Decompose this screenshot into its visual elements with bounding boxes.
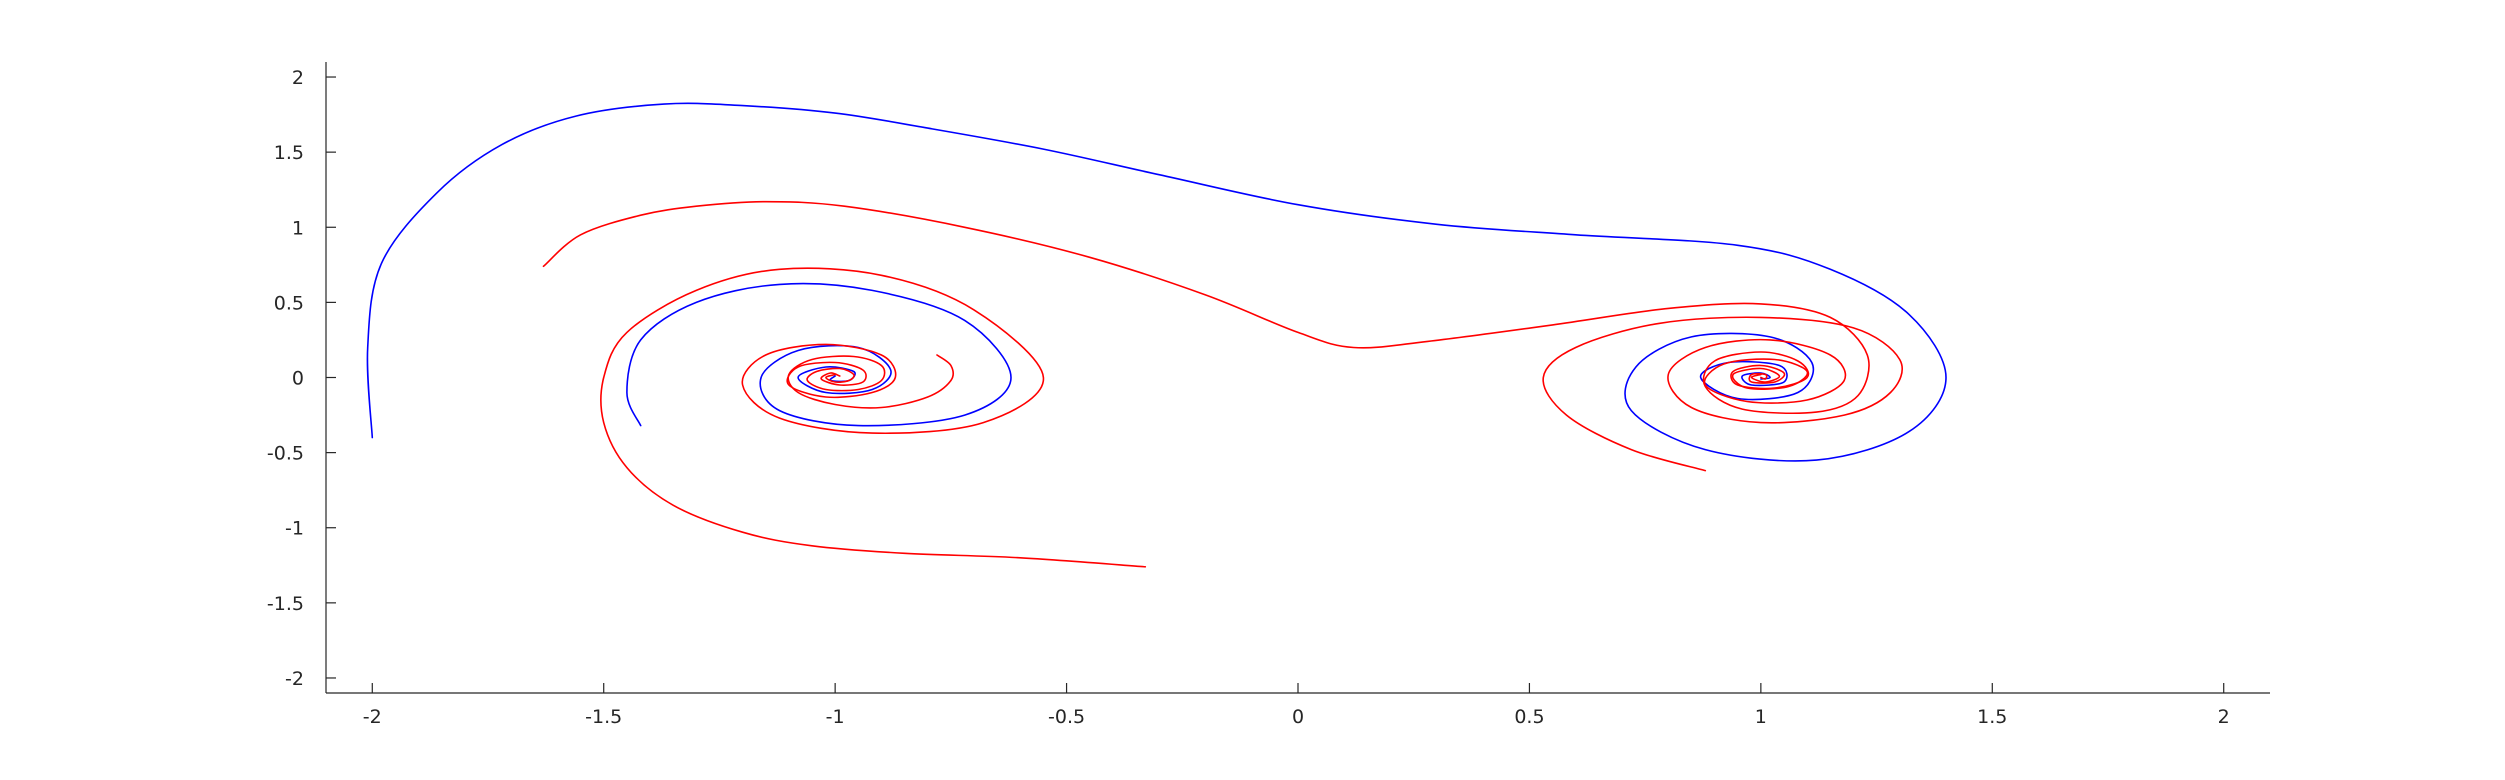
y-tick-label: 0 [292, 368, 304, 390]
x-tick-label: -1 [826, 706, 845, 728]
y-tick-label: 1.5 [274, 142, 304, 164]
trajectory-line-1 [366, 102, 1947, 462]
y-tick-label: 2 [292, 67, 304, 89]
x-tick-label: -1.5 [585, 706, 622, 728]
trajectory-line-4 [1542, 316, 1903, 472]
trajectories [366, 102, 1947, 568]
y-tick-label: -1.5 [267, 593, 304, 615]
y-tick-label: 0.5 [274, 292, 304, 314]
trajectory-line-6 [787, 354, 954, 409]
y-tick-label: 1 [292, 217, 304, 239]
x-tick-label: -2 [363, 706, 382, 728]
trajectory-line-2 [626, 282, 1012, 427]
trajectory-line-3 [542, 200, 1870, 415]
y-tick-label: -2 [285, 668, 304, 690]
trajectory-line-5 [600, 267, 1147, 568]
x-tick-label: 1 [1755, 706, 1767, 728]
x-tick-label: 0.5 [1514, 706, 1544, 728]
x-tick-label: 0 [1292, 706, 1304, 728]
y-tick-label: -0.5 [267, 443, 304, 465]
y-tick-label: -1 [285, 518, 304, 540]
x-tick-label: 2 [2218, 706, 2230, 728]
axes: -2 -1.5 -1 -0.5 0 0.5 1 1.5 2 2 1.5 1 0.5 0 -0.5 -1 -1.5… [267, 62, 2270, 728]
x-tick-label: -0.5 [1048, 706, 1085, 728]
x-tick-label: 1.5 [1977, 706, 2007, 728]
